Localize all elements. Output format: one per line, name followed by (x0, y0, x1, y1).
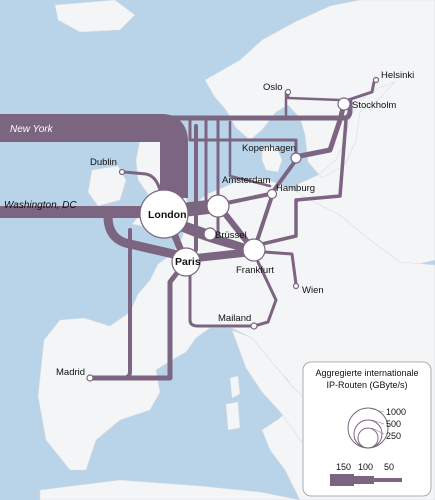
node-hamburg (266, 188, 278, 200)
label-paris: Paris (175, 256, 201, 268)
legend-title-line1: Aggregierte internationale (315, 368, 418, 378)
node-mailand (250, 322, 258, 330)
route-ny-oslo (208, 90, 288, 120)
route-paris-mailand (188, 268, 254, 328)
label-new-york: New York (10, 124, 54, 135)
node-amsterdam (206, 194, 230, 218)
legend-bands (330, 474, 402, 486)
sardinia (225, 401, 241, 431)
legend-label-1000: 1000 (386, 407, 406, 417)
iceland (54, 0, 136, 33)
route-paris-frankfurt (192, 248, 256, 262)
legend-label-250: 250 (386, 431, 401, 441)
label-london: London (148, 209, 186, 221)
legend-tick-250 (371, 427, 385, 435)
label-helsinki: Helsinki (381, 70, 414, 81)
route-frankfurt-wien (262, 250, 298, 286)
route-frankfurt-east (260, 118, 348, 246)
label-bruessel: Brüssel (215, 230, 247, 241)
route-ny-stockholm (147, 99, 353, 121)
label-washington: Washington, DC (4, 200, 77, 211)
ireland (87, 165, 127, 207)
legend-label-500: 500 (386, 419, 401, 429)
legend-circles (347, 407, 389, 449)
node-kopenhagen (290, 152, 302, 164)
legend-band-100 (354, 476, 374, 484)
denmark (261, 145, 283, 173)
node-madrid (86, 374, 94, 382)
route-ny-kopenhagen (188, 118, 298, 158)
legend-band-50 (374, 478, 402, 482)
node-oslo (284, 88, 292, 96)
legend-band-label-100: 100 (358, 462, 373, 472)
route-kopenhagen-stockholm (297, 101, 347, 159)
route-new-york-trunk (0, 114, 188, 198)
legend: Aggregierte internationale IP-Routen (GB… (302, 361, 432, 497)
north-africa (39, 479, 301, 500)
route-hamburg-kopenhagen (272, 158, 298, 192)
label-stockholm: Stockholm (352, 100, 396, 111)
label-hamburg: Hamburg (276, 183, 315, 194)
node-london (139, 189, 189, 239)
label-dublin: Dublin (90, 157, 117, 168)
legend-tick-1000 (367, 407, 385, 413)
label-frankfurt: Frankfurt (236, 265, 274, 276)
legend-box (302, 361, 432, 497)
label-amsterdam: Amsterdam (222, 175, 271, 186)
label-kopenhagen: Kopenhagen (242, 143, 296, 154)
legend-band-150 (330, 474, 354, 486)
label-oslo: Oslo (263, 82, 283, 93)
node-bruessel (203, 227, 217, 241)
node-helsinki (372, 76, 380, 84)
route-stockholm-helsinki (346, 80, 376, 102)
route-frankfurt-hamburg (254, 194, 274, 246)
route-amsterdam-hamburg (220, 192, 272, 206)
route-madrid-west (120, 228, 132, 380)
route-ny-hamburg (228, 120, 272, 188)
label-madrid: Madrid (56, 367, 85, 378)
node-wien (292, 282, 300, 290)
legend-band-label-150: 150 (336, 462, 351, 472)
node-frankfurt (242, 238, 266, 262)
city-nodes (86, 76, 380, 382)
scandinavia (204, 0, 435, 271)
legend-title-line2: IP-Routen (GByte/s) (326, 380, 407, 390)
label-mailand: Mailand (218, 313, 251, 324)
legend-band-label-50: 50 (384, 462, 394, 472)
route-dublin (122, 170, 162, 192)
node-dublin (118, 168, 126, 176)
route-frankfurt-mailand (252, 260, 278, 328)
corsica (229, 375, 241, 399)
node-stockholm (337, 97, 351, 111)
node-paris (171, 247, 201, 277)
legend-tick-500 (371, 419, 385, 425)
legend-circle-250 (357, 427, 379, 449)
label-wien: Wien (302, 285, 324, 296)
